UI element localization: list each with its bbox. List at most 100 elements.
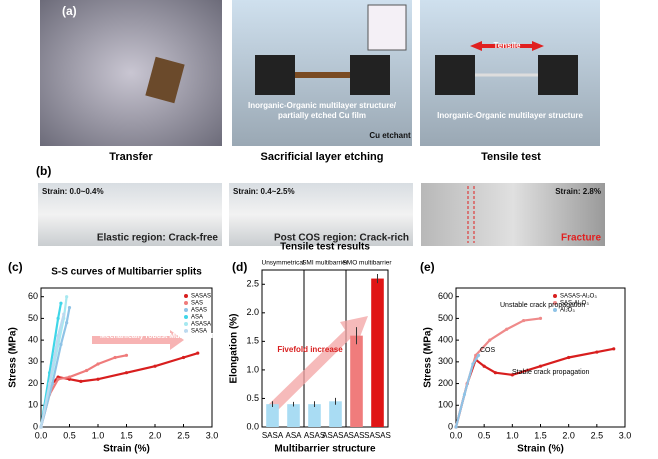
series-point (612, 347, 616, 351)
y-axis-label: Elongation (%) (229, 314, 240, 384)
y-tick-label: 300 (438, 356, 453, 366)
legend-label: ASASA (191, 322, 211, 328)
x-tick-label: ASA (285, 431, 302, 440)
y-tick-label: 200 (438, 378, 453, 388)
series-line (454, 354, 480, 428)
strip (38, 183, 222, 246)
y-tick-label: 1.5 (246, 336, 259, 346)
strip (229, 183, 413, 246)
plot-frame (261, 269, 389, 428)
legend-marker (184, 329, 188, 333)
bar (371, 278, 384, 427)
y-axis-label: Stress (MPa) (423, 327, 434, 388)
series-point (56, 377, 60, 381)
series-point (505, 327, 509, 331)
y-tick-label: 600 (438, 291, 453, 301)
series-point (476, 353, 481, 357)
film (295, 72, 350, 78)
legend-marker (184, 294, 188, 298)
x-tick-label: SAS (348, 431, 364, 440)
y-tick-label: 400 (438, 335, 453, 345)
x-tick-label: ASAS (304, 431, 325, 440)
x-axis-label: Multibarrier structure (274, 444, 376, 454)
series-point (482, 364, 486, 368)
bar (266, 404, 279, 427)
series-point (488, 338, 492, 342)
x-tick-label: 0.5 (63, 430, 76, 440)
x-tick-label: SASA (262, 431, 284, 440)
x-tick-label: 2.5 (591, 430, 604, 440)
bar (308, 404, 321, 427)
photo-label: Tensile (494, 41, 522, 50)
series-point (65, 321, 69, 325)
x-tick-label: 0.0 (450, 430, 463, 440)
x-tick-label: 2.5 (177, 430, 190, 440)
legend-label: ASAS (191, 308, 207, 314)
series-point (67, 375, 72, 379)
legend-label: SASA (191, 329, 207, 335)
series-point (522, 318, 526, 323)
legend-marker (184, 315, 188, 319)
series-point (85, 368, 89, 373)
panel-label: (d) (232, 260, 247, 274)
legend-marker (553, 308, 557, 312)
series-point (196, 351, 200, 355)
series-point (510, 373, 514, 377)
panel-label: (b) (36, 164, 51, 178)
y-tick-label: 0 (448, 421, 453, 431)
series-point (471, 362, 475, 366)
y-tick-label: 2.5 (246, 279, 259, 289)
strip-region: Fracture (561, 233, 601, 244)
annotation: Stable crack propagation (512, 369, 590, 376)
legend-marker (184, 301, 188, 305)
strip-strain: Strain: 0.0~0.4% (42, 187, 104, 196)
group-label: SMO multibarrier (342, 260, 392, 267)
series-point (493, 371, 498, 375)
grip (255, 55, 295, 95)
legend-label: SAS (191, 301, 203, 307)
series-point (181, 355, 186, 360)
series-point (96, 362, 100, 366)
series-point (538, 316, 543, 321)
photo-label: Inorganic-Organic multilayer structure (437, 111, 583, 120)
annotation: Unstable crack propagation (500, 302, 585, 309)
series-point (65, 295, 69, 299)
x-tick-label: SASAS (364, 431, 391, 440)
annotation: Mechanically robust Multibarrier TFE str… (100, 333, 255, 340)
x-tick-label: 2.0 (562, 430, 575, 440)
annotation-arrow (92, 330, 184, 350)
bar (350, 335, 363, 427)
inset (367, 4, 407, 51)
annotation: COS (480, 347, 496, 354)
legend-marker (553, 301, 557, 305)
y-tick-label: 1.0 (246, 364, 259, 374)
grip (350, 55, 390, 95)
series-line (39, 352, 199, 428)
legend-label: SAS-Al₂O₃ (560, 301, 589, 307)
caption: Sacrificial layer etching (261, 151, 384, 163)
annotation: Fivefold increase (277, 345, 343, 354)
x-axis-label: Strain (%) (103, 444, 150, 454)
series-point (56, 316, 60, 321)
annotation-arrow (268, 316, 368, 412)
photo-label: Cu etchant (369, 131, 411, 140)
x-tick-label: 3.0 (206, 430, 219, 440)
y-tick-label: 40 (28, 335, 38, 345)
series-point (462, 392, 467, 397)
series-point (96, 377, 100, 381)
group-label: SMI multibarrier (302, 260, 349, 267)
y-tick-label: 0 (33, 421, 38, 431)
x-tick-label: 3.0 (619, 430, 632, 440)
x-tick-label: ASASA (322, 431, 349, 440)
series-point (153, 364, 157, 368)
y-tick-label: 50 (28, 313, 38, 323)
strip-region: Elastic region: Crack-free (97, 233, 219, 244)
caption: Transfer (109, 151, 153, 163)
series-point (454, 425, 458, 429)
x-tick-label: 0.0 (35, 430, 48, 440)
strip-strain: Strain: 0.4~2.5% (233, 187, 295, 196)
series-point (56, 334, 60, 338)
series-point (39, 425, 43, 429)
y-tick-label: 60 (28, 291, 38, 301)
